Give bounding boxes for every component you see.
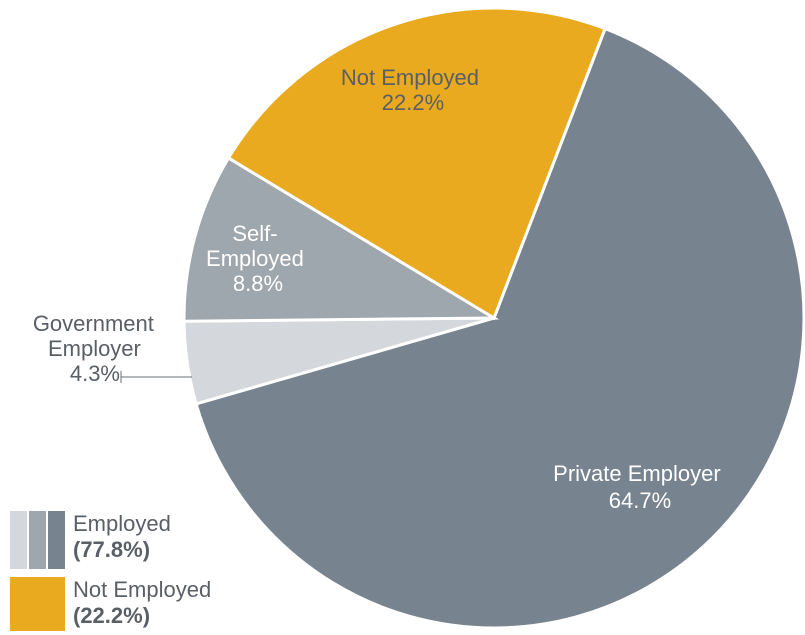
slices: [182, 6, 805, 630]
label-private-employer: Private Employer 64.7%: [553, 461, 727, 513]
legend-text-employed: Employed (77.8%): [73, 511, 171, 563]
legend-item-employed: Employed (77.8%): [10, 511, 211, 569]
legend-swatch-mid: [29, 511, 46, 569]
legend-pct-employed: (77.8%): [73, 537, 151, 562]
legend-label-not-employed: Not Employed: [73, 577, 212, 602]
legend-pct-not-employed: (22.2%): [73, 603, 151, 628]
legend-swatch-not-employed: [10, 577, 65, 631]
legend-swatch-dark: [48, 511, 65, 569]
legend-text-not-employed: Not Employed (22.2%): [73, 577, 211, 629]
legend-swatch-employed: [10, 511, 65, 569]
label-self-employed: Self- Employed 8.8%: [206, 221, 310, 296]
slice-private-employer: [194, 26, 805, 630]
label-government-employer: Government Employer 4.3%: [33, 311, 160, 386]
legend: Employed (77.8%) Not Employed (22.2%): [10, 511, 211, 635]
label-not-employed: Not Employed 22.2%: [341, 65, 485, 115]
legend-swatch-light: [10, 511, 27, 569]
legend-item-not-employed: Not Employed (22.2%): [10, 577, 211, 631]
slice-not-employed: [226, 6, 608, 321]
slice-self-employed: [182, 155, 500, 323]
legend-label-employed: Employed: [73, 511, 171, 536]
